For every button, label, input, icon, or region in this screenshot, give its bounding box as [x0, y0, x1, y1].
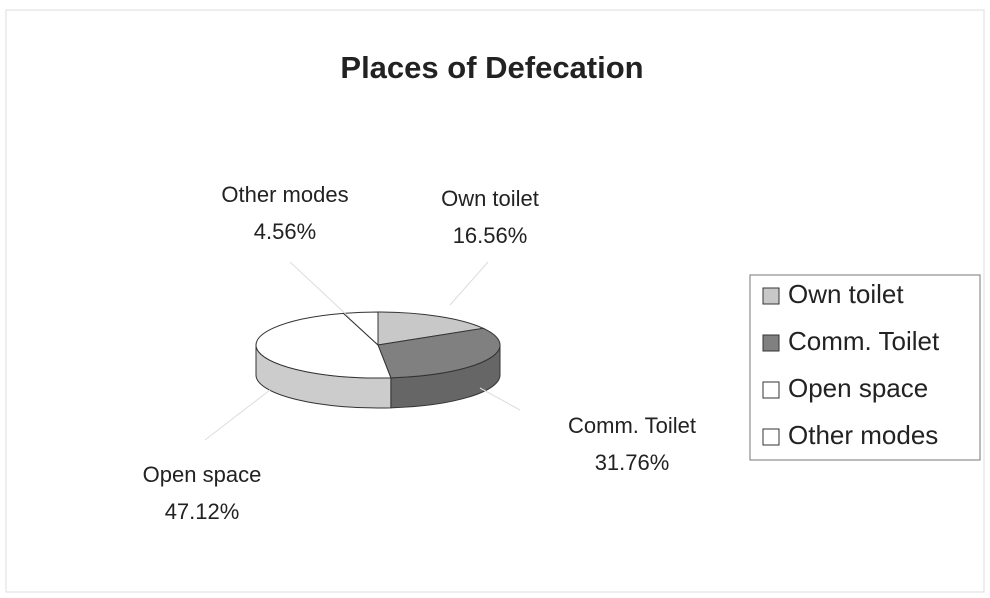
- legend-label: Comm. Toilet: [788, 326, 940, 356]
- chart-title: Places of Defecation: [340, 50, 643, 85]
- legend-swatch: [762, 381, 780, 399]
- legend-label: Other modes: [788, 420, 938, 450]
- legend-label: Open space: [788, 373, 928, 403]
- leader-line: [479, 387, 521, 411]
- data-label-value: 31.76%: [595, 450, 670, 475]
- data-label-name: Comm. Toilet: [568, 413, 696, 438]
- leader-line: [449, 261, 489, 306]
- pie-slice: [377, 311, 485, 346]
- pie-slice: [255, 312, 392, 379]
- data-label-value: 47.12%: [165, 499, 240, 524]
- data-label-name: Own toilet: [441, 186, 539, 211]
- data-label-value: 16.56%: [453, 223, 528, 248]
- legend-swatch: [762, 428, 780, 446]
- leader-line: [289, 261, 351, 319]
- legend-swatch: [762, 287, 780, 305]
- legend-label: Own toilet: [788, 279, 904, 309]
- leader-line: [204, 389, 271, 441]
- legend-box: [749, 274, 981, 461]
- data-label-value: 4.56%: [254, 219, 316, 244]
- data-label-name: Open space: [143, 462, 262, 487]
- data-label-name: Other modes: [221, 182, 348, 207]
- legend-swatch: [762, 334, 780, 352]
- pie-slice: [377, 327, 501, 379]
- pie-slice: [342, 311, 379, 347]
